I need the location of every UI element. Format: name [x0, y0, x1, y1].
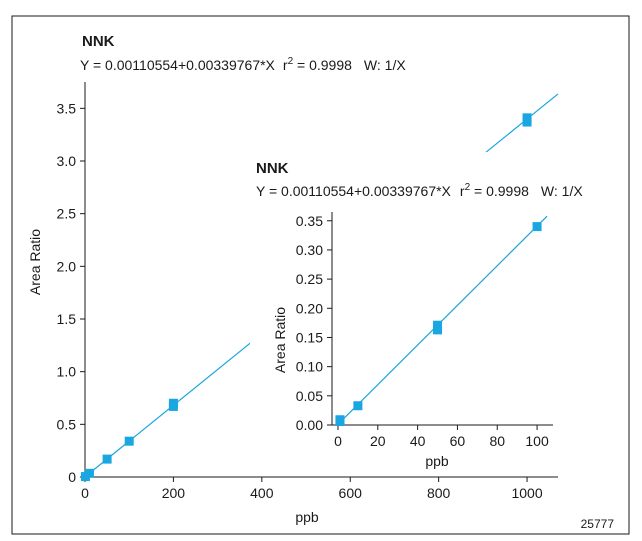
inset-eq-r-label: r — [460, 183, 465, 199]
main-y-tick-label: 0 — [68, 469, 76, 485]
main-eq-weight: W: 1/X — [364, 57, 406, 73]
inset-data-point — [532, 222, 542, 232]
inset-y-tick-label: 0.10 — [296, 359, 323, 375]
main-x-tick-label: 0 — [81, 485, 89, 501]
inset-eq-r-sup: 2 — [465, 182, 471, 193]
inset-x-tick-label: 0 — [334, 433, 342, 449]
inset-x-tick-label: 100 — [525, 433, 549, 449]
main-data-point — [102, 454, 112, 464]
main-y-tick-label: 0.5 — [57, 416, 77, 432]
main-y-tick-label: 1.5 — [57, 311, 77, 327]
main-x-axis-label: ppb — [295, 509, 319, 525]
main-x-tick-label: 600 — [339, 485, 363, 501]
inset-plot-area: 0.00 0.05 0.10 0.15 0.20 0.25 0.30 0.35 0 20 40 60 8… — [296, 212, 553, 449]
main-y-axis-label: Area Ratio — [27, 229, 43, 295]
main-eq-r-value: = 0.9998 — [293, 57, 352, 73]
inset-y-axis-label: Area Ratio — [272, 307, 288, 373]
inset-y-tick-label: 0.35 — [296, 213, 323, 229]
inset-chart-equation: Y = 0.00110554+0.00339767*X r2 = 0.9998 W:… — [256, 182, 583, 199]
inset-chart-title: NNK — [256, 160, 289, 177]
main-chart-title: NNK — [82, 33, 115, 50]
main-data-point — [522, 113, 532, 123]
inset-y-tick-label: 0.30 — [296, 242, 323, 258]
inset-y-tick-label: 0.15 — [296, 329, 323, 345]
main-y-tick-label: 3.0 — [57, 153, 77, 169]
main-data-point — [124, 436, 134, 446]
main-data-point — [168, 398, 178, 408]
main-x-tick-label: 800 — [427, 485, 451, 501]
inset-x-tick-label: 40 — [410, 433, 426, 449]
main-y-tick-label: 1.0 — [57, 364, 77, 380]
inset-y-tick-label: 0.05 — [296, 388, 323, 404]
main-eq-main: Y = 0.00110554+0.00339767*X — [80, 57, 276, 73]
main-data-point — [84, 468, 94, 478]
inset-data-point — [335, 415, 345, 425]
main-x-tick-label: 400 — [250, 485, 274, 501]
main-y-tick-label: 3.5 — [57, 100, 77, 116]
main-eq-r-label: r — [283, 57, 288, 73]
main-x-tick-label: 1000 — [511, 485, 542, 501]
inset-x-tick-label: 20 — [370, 433, 386, 449]
main-chart-equation: Y = 0.00110554+0.00339767*X r2 = 0.9998 W:… — [80, 56, 406, 73]
inset-data-point — [433, 320, 443, 330]
inset-data-point — [353, 401, 363, 411]
inset-x-tick-label: 60 — [450, 433, 466, 449]
main-y-tick-label: 2.5 — [57, 206, 77, 222]
inset-y-tick-label: 0.25 — [296, 271, 323, 287]
main-eq-r-sup: 2 — [288, 56, 294, 67]
inset-backing — [250, 152, 562, 470]
inset-y-tick-label: 0.00 — [296, 417, 323, 433]
figure-id-label: 25777 — [581, 517, 615, 531]
inset-eq-r-value: = 0.9998 — [470, 183, 529, 199]
main-y-tick-label: 2.0 — [57, 258, 77, 274]
inset-fit-line — [337, 215, 548, 425]
inset-data-point — [433, 325, 443, 335]
main-x-tick-label: 200 — [162, 485, 186, 501]
inset-eq-main: Y = 0.00110554+0.00339767*X — [256, 183, 452, 199]
inset-x-tick-label: 80 — [489, 433, 505, 449]
inset-x-axis-label: ppb — [425, 453, 449, 469]
inset-eq-weight: W: 1/X — [541, 183, 583, 199]
inset-y-tick-label: 0.20 — [296, 300, 323, 316]
